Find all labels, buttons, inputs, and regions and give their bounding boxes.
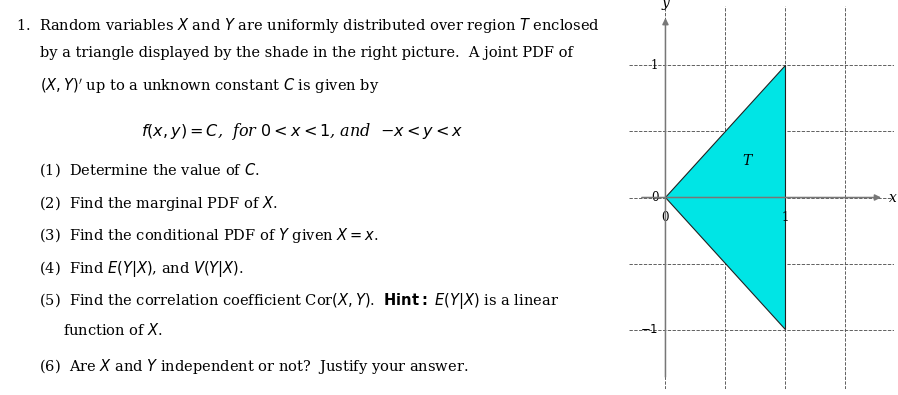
Text: $-1$: $-1$ xyxy=(640,323,658,336)
Text: (4)  Find $E(Y|X)$, and $V(Y|X)$.: (4) Find $E(Y|X)$, and $V(Y|X)$. xyxy=(39,259,243,279)
Text: (1)  Determine the value of $C$.: (1) Determine the value of $C$. xyxy=(39,161,260,179)
Text: 1.  Random variables $X$ and $Y$ are uniformly distributed over region $T$ enclo: 1. Random variables $X$ and $Y$ are unif… xyxy=(15,15,599,34)
Text: (5)  Find the correlation coefficient Cor$(X, Y)$.  $\mathbf{Hint:}$ $E(Y|X)$ is: (5) Find the correlation coefficient Cor… xyxy=(39,292,559,311)
Polygon shape xyxy=(665,66,786,329)
Text: 1: 1 xyxy=(651,59,658,72)
Text: function of $X$.: function of $X$. xyxy=(64,322,163,338)
Text: x: x xyxy=(889,190,896,205)
Text: $(X, Y)'$ up to a unknown constant $C$ is given by: $(X, Y)'$ up to a unknown constant $C$ i… xyxy=(40,77,380,96)
Text: (2)  Find the marginal PDF of $X$.: (2) Find the marginal PDF of $X$. xyxy=(39,194,277,213)
Text: 0: 0 xyxy=(651,191,658,204)
Text: 0: 0 xyxy=(662,211,669,224)
Text: (6)  Are $X$ and $Y$ independent or not?  Justify your answer.: (6) Are $X$ and $Y$ independent or not? … xyxy=(39,357,468,376)
Text: 1: 1 xyxy=(782,211,789,224)
Text: $f(x, y) = C$,  for $0 < x < 1$, and  $-x < y < x$: $f(x, y) = C$, for $0 < x < 1$, and $-x … xyxy=(141,121,463,142)
Text: by a triangle displayed by the shade in the right picture.  A joint PDF of: by a triangle displayed by the shade in … xyxy=(40,46,573,60)
Text: y: y xyxy=(662,0,669,10)
Text: T: T xyxy=(743,154,752,167)
Text: (3)  Find the conditional PDF of $Y$ given $X = x$.: (3) Find the conditional PDF of $Y$ give… xyxy=(39,226,378,245)
